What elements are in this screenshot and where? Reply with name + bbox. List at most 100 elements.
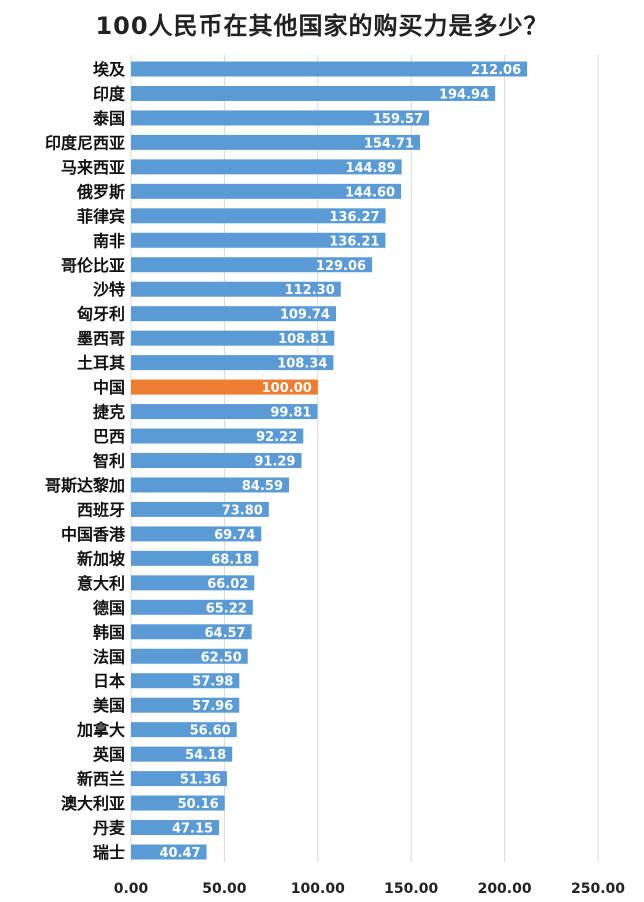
bar [131,820,220,836]
bar [131,697,240,713]
category-label: 法国 [93,647,125,666]
bar [131,648,248,664]
data-label: 129.06 [316,259,366,274]
bar [131,379,318,395]
bar [131,208,386,224]
bar [131,453,302,468]
x-tick-label: 100.00 [291,881,345,897]
category-label: 韩国 [93,623,125,642]
bars: 212.06 194.94 159.57 154.71 144.89 144.60 136.… [131,61,528,861]
category-label: 日本 [93,672,125,691]
data-label: 99.81 [270,406,311,421]
data-label: 194.94 [439,87,489,102]
data-label: 69.74 [214,528,255,543]
category-label: 埃及 [93,60,126,79]
bar [131,575,255,591]
bar [131,232,386,248]
x-tick-label: 150.00 [384,881,438,897]
category-label: 加拿大 [76,721,125,740]
category-label: 巴西 [93,427,125,446]
category-label: 德国 [93,598,125,617]
data-label: 84.59 [242,479,283,494]
data-label: 136.27 [329,210,379,225]
category-label: 印度 [93,84,126,103]
data-label: 144.89 [345,161,395,176]
bar [131,624,252,640]
category-label: 俄罗斯 [76,182,125,201]
category-label: 墨西哥 [77,329,125,348]
data-label: 57.96 [192,699,233,714]
data-label: 108.81 [278,332,328,347]
data-label: 159.57 [373,112,423,127]
category-label: 新加坡 [77,549,126,568]
bar [131,159,402,175]
bar [131,526,262,542]
data-label: 68.18 [211,552,252,567]
data-label: 65.22 [206,601,247,616]
bar [131,281,341,297]
data-label: 62.50 [201,650,242,665]
category-label: 美国 [93,696,125,715]
category-label: 中国香港 [61,525,126,544]
data-label: 92.22 [256,430,297,445]
data-label: 100.00 [262,381,312,396]
bar [131,85,496,101]
category-label: 哥伦比亚 [61,256,125,275]
category-label: 印度尼西亚 [45,133,125,152]
category-label: 智利 [93,452,125,471]
bar [131,501,269,517]
category-label: 匈牙利 [76,305,125,324]
bar [131,110,430,126]
data-label: 40.47 [159,846,200,861]
bar [131,673,240,689]
data-label: 91.29 [254,455,295,470]
bar [131,61,528,77]
bar [131,428,304,444]
data-label: 64.57 [204,626,245,641]
data-label: 57.98 [192,675,233,690]
bar [131,746,233,762]
category-label: 英国 [92,745,125,764]
data-label: 136.21 [329,234,379,249]
category-label: 西班牙 [77,500,125,519]
category-labels: 埃及印度泰国印度尼西亚马来西亚俄罗斯菲律宾南非哥伦比亚沙特匈牙利墨西哥土耳其中国… [45,60,126,862]
data-label: 51.36 [180,773,221,788]
data-label: 54.18 [185,748,226,763]
data-label: 212.06 [471,63,521,78]
category-label: 土耳其 [77,354,125,373]
category-label: 意大利 [77,574,125,593]
bar [131,134,420,150]
category-label: 泰国 [92,109,125,128]
category-label: 捷克 [93,403,125,422]
data-label: 154.71 [364,136,414,151]
bar [131,355,334,371]
bar [131,477,290,493]
bar [131,404,318,420]
category-label: 丹麦 [93,819,126,838]
data-label: 66.02 [207,577,248,592]
data-label: 50.16 [178,797,219,812]
bar [131,795,225,811]
category-label: 南非 [93,231,125,250]
data-label: 112.30 [285,283,335,298]
bar [131,722,237,738]
data-label: 108.34 [277,357,327,372]
category-label: 哥斯达黎加 [45,476,125,495]
category-label: 沙特 [93,280,125,299]
x-tick-label: 0.00 [114,881,149,897]
bar [131,257,373,273]
data-label: 109.74 [280,308,330,323]
x-tick-label: 200.00 [478,881,532,897]
category-label: 澳大利亚 [61,794,125,813]
category-label: 马来西亚 [61,158,125,177]
x-tick-label: 50.00 [202,881,247,897]
bar [131,550,259,566]
bar [131,599,253,615]
bar [131,306,336,322]
data-label: 73.80 [222,503,263,518]
bar [131,183,402,199]
category-label: 瑞士 [93,843,125,862]
x-axis-ticks: 0.00 50.00 100.00 150.00 200.00 250.00 [114,881,626,897]
data-label: 56.60 [190,724,231,739]
